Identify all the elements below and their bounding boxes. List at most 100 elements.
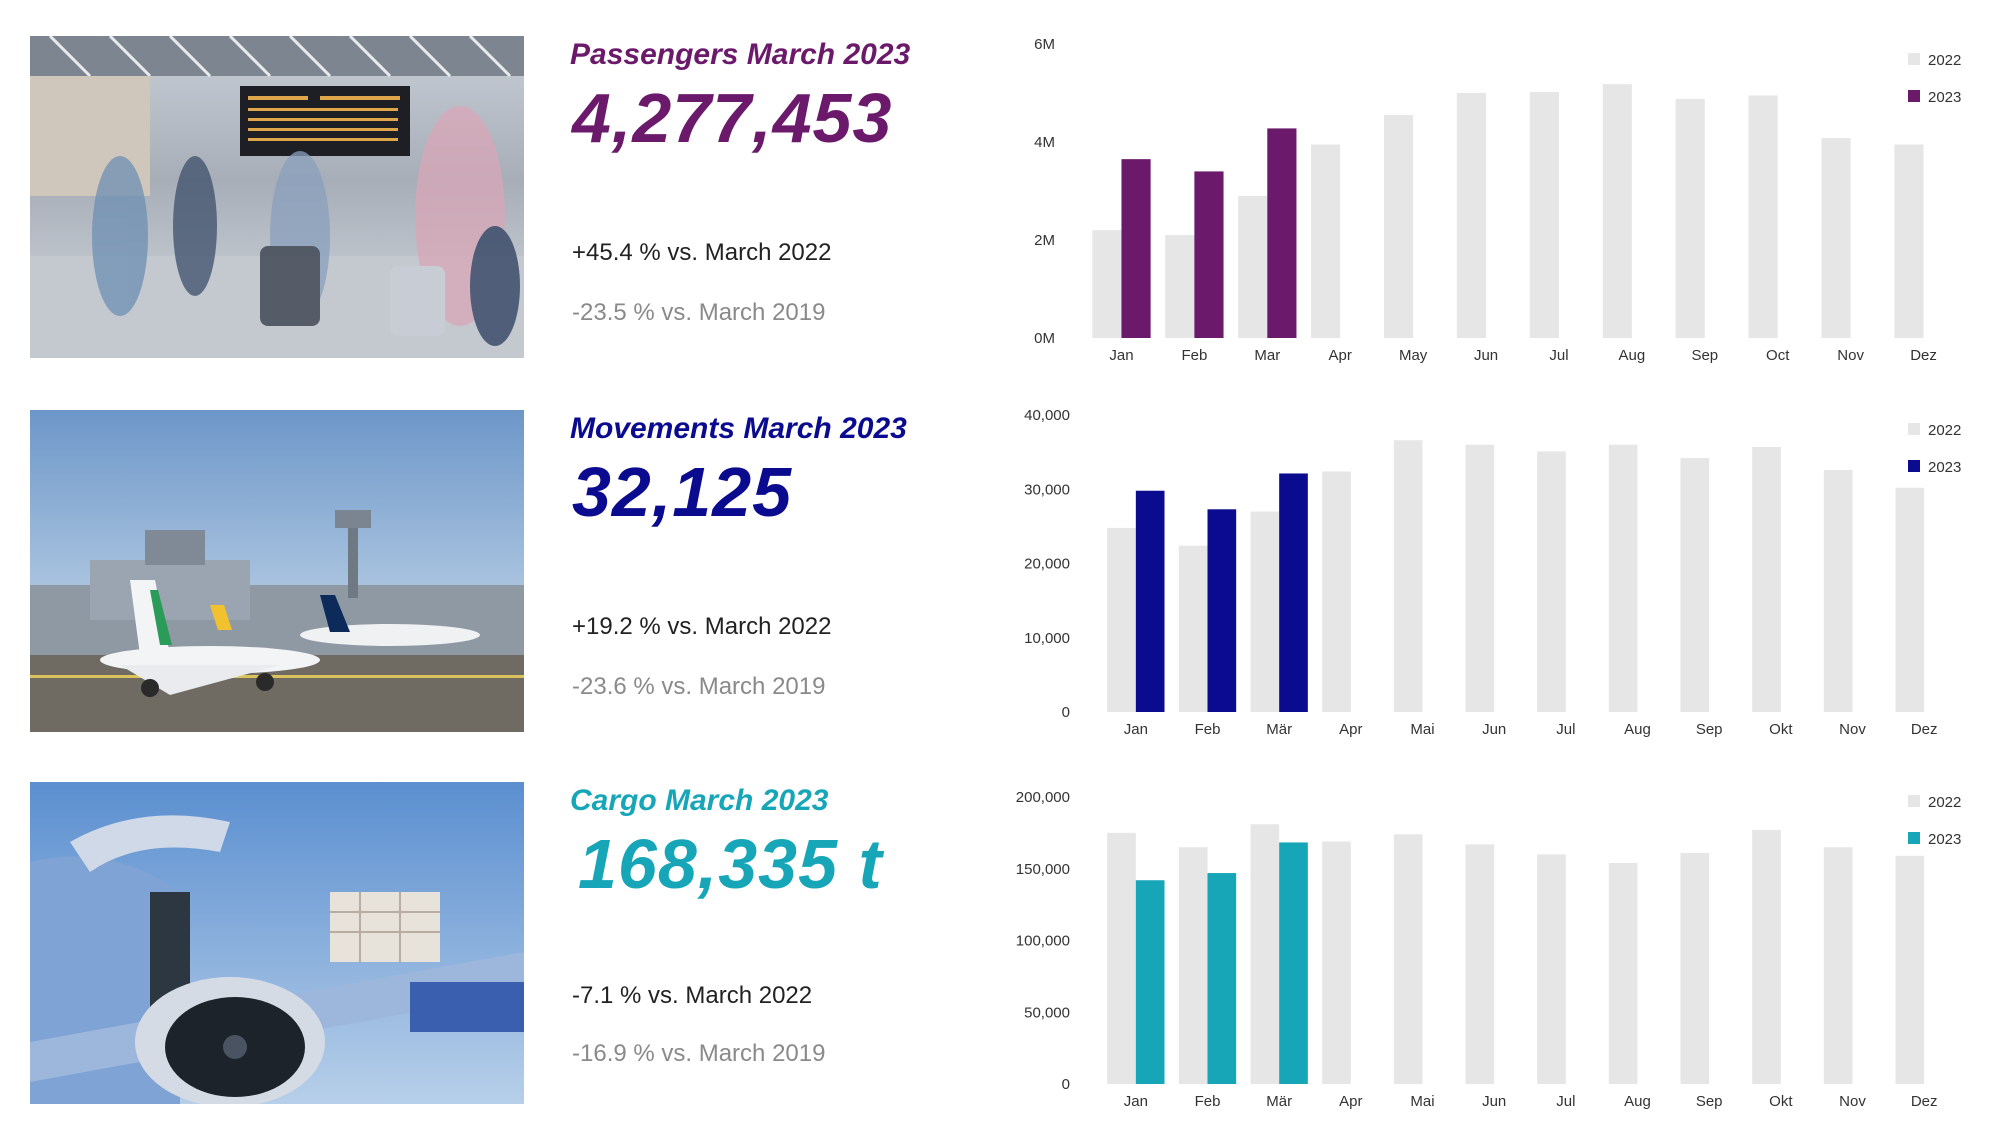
cargo-chart-svg: 0 50,000 100,000 150,000 200,000 Jan Feb Mär Apr… (1016, 789, 1962, 1110)
cargo-bar-2022-feb (1178, 847, 1208, 1084)
cargo-bar-2022-sep (1680, 852, 1710, 1084)
cargo-bar-2022-jun (1465, 844, 1495, 1084)
mov-bar-2022-sep (1680, 458, 1710, 712)
pax-x-tick-label: Oct (1766, 347, 1790, 364)
pax-x-tick-label: Feb (1181, 347, 1207, 364)
cargo-legend-swatch-2023 (1908, 832, 1920, 844)
mov-y-tick-label: 40,000 (1024, 410, 1070, 424)
pax-bar-2022-mar (1238, 195, 1268, 338)
cargo-bar-2022-mär (1250, 824, 1280, 1084)
mov-bar-2022-nov (1823, 469, 1853, 712)
cargo-x-tick-label: Jun (1482, 1093, 1506, 1110)
pax-y-tick-label: 4M (1034, 134, 1055, 151)
passengers-vs-2019: -23.5 % vs. March 2019 (572, 299, 826, 326)
mov-x-tick-label: Mai (1410, 721, 1434, 738)
mov-legend-swatch-2023 (1908, 460, 1920, 472)
passengers-vs-2022: +45.4 % vs. March 2022 (572, 239, 832, 266)
mov-x-tick-label: Feb (1195, 721, 1221, 738)
mov-bar-2022-aug (1608, 444, 1638, 712)
pax-bar-2023-jan (1121, 159, 1151, 338)
cargo-legend-label-2022: 2022 (1928, 794, 1961, 811)
cargo-x-tick-label: Mär (1266, 1093, 1292, 1110)
mov-bar-2022-dez (1895, 487, 1925, 712)
movements-kpi: Movements March 2023 32,125 +19.2 % vs. … (570, 410, 990, 740)
mov-bar-2022-jan (1107, 527, 1136, 712)
cargo-y-tick-label: 150,000 (1016, 861, 1070, 878)
pax-legend-swatch-2023 (1908, 90, 1920, 102)
pax-bar-2023-mar (1267, 128, 1297, 338)
cargo-y-tick-label: 200,000 (1016, 789, 1070, 806)
passengers-chart: 0M 2M 4M 6M Jan Feb Mar Apr May Jun Jul Aug Sep Oct No… (1000, 36, 2000, 376)
cargo-bar-2022-dez (1895, 855, 1925, 1084)
aircraft-apron-photo (30, 410, 524, 732)
pax-y-tick-label: 0M (1034, 330, 1055, 347)
mov-x-tick-label: Jun (1482, 721, 1506, 738)
pax-y-tick-label: 2M (1034, 232, 1055, 249)
cargo-x-tick-label: Okt (1769, 1093, 1793, 1110)
mov-y-tick-label: 0 (1062, 704, 1070, 721)
movements-row: Movements March 2023 32,125 +19.2 % vs. … (0, 410, 2000, 740)
cargo-x-tick-label: Sep (1696, 1093, 1723, 1110)
cargo-bar-2023-mär (1279, 842, 1308, 1084)
mov-bar-2022-jul (1537, 451, 1566, 712)
pax-x-tick-label: Sep (1691, 347, 1718, 364)
pax-bar-2022-may (1383, 115, 1414, 338)
pax-legend-swatch-2022 (1908, 53, 1920, 65)
cargo-x-tick-label: Dez (1911, 1093, 1938, 1110)
passengers-value: 4,277,453 (572, 79, 893, 157)
pax-bar-2022-feb (1165, 235, 1195, 338)
pax-bar-2022-jul (1529, 92, 1559, 338)
movements-value: 32,125 (572, 453, 793, 531)
passengers-row: Passengers March 2023 4,277,453 +45.4 % … (0, 36, 2000, 366)
movements-vs-2019: -23.6 % vs. March 2019 (572, 673, 826, 700)
pax-bar-2022-jan (1092, 230, 1122, 338)
mov-y-tick-label: 10,000 (1024, 630, 1070, 647)
movements-chart: 0 10,000 20,000 30,000 40,000 Jan Feb Mär Apr Mai… (1000, 410, 2000, 750)
cargo-bar-2023-jan (1135, 880, 1165, 1084)
cargo-value: 168,335 t (578, 825, 883, 903)
pax-bar-2022-dez (1894, 144, 1924, 338)
cargo-x-tick-label: Apr (1339, 1093, 1362, 1110)
mov-bar-2022-mär (1250, 511, 1280, 712)
cargo-loading-photo (30, 782, 524, 1104)
cargo-y-tick-label: 100,000 (1016, 933, 1070, 950)
cargo-legend-swatch-2022 (1908, 795, 1920, 807)
pax-x-tick-label: Nov (1837, 347, 1864, 364)
mov-x-tick-label: Jul (1556, 721, 1575, 738)
mov-bar-2022-apr (1322, 471, 1351, 712)
pax-x-tick-label: Aug (1619, 347, 1646, 364)
cargo-kpi: Cargo March 2023 168,335 t -7.1 % vs. Ma… (570, 782, 990, 1112)
cargo-bar-2022-jan (1107, 832, 1136, 1084)
mov-bar-2022-jun (1465, 444, 1495, 712)
pax-x-tick-label: May (1399, 347, 1428, 364)
pax-bar-2022-sep (1675, 98, 1705, 338)
cargo-row: Cargo March 2023 168,335 t -7.1 % vs. Ma… (0, 782, 2000, 1112)
mov-x-tick-label: Sep (1696, 721, 1723, 738)
mov-bar-2022-mai (1393, 440, 1423, 712)
cargo-y-tick-label: 50,000 (1024, 1004, 1070, 1021)
pax-x-tick-label: Jan (1109, 347, 1133, 364)
cargo-x-tick-label: Aug (1624, 1093, 1651, 1110)
mov-bar-2022-feb (1178, 545, 1208, 712)
movements-chart-svg: 0 10,000 20,000 30,000 40,000 Jan Feb Mär Apr Mai… (1024, 410, 1961, 738)
pax-bar-2023-feb (1194, 171, 1224, 338)
cargo-y-tick-label: 0 (1062, 1076, 1070, 1093)
cargo-x-tick-label: Nov (1839, 1093, 1866, 1110)
cargo-vs-2022: -7.1 % vs. March 2022 (572, 982, 813, 1009)
mov-bar-2023-mär (1279, 473, 1308, 712)
cargo-x-tick-label: Jul (1556, 1093, 1575, 1110)
pax-bar-2022-apr (1311, 144, 1341, 338)
movements-vs-2022: +19.2 % vs. March 2022 (572, 613, 832, 640)
pax-bar-2022-nov (1821, 138, 1851, 338)
passengers-kpi: Passengers March 2023 4,277,453 +45.4 % … (570, 36, 990, 366)
mov-x-tick-label: Okt (1769, 721, 1793, 738)
cargo-vs-2019: -16.9 % vs. March 2019 (572, 1040, 826, 1067)
pax-y-tick-label: 6M (1034, 36, 1055, 53)
mov-bar-2022-okt (1752, 446, 1781, 712)
mov-legend-label-2023: 2023 (1928, 459, 1961, 476)
pax-x-tick-label: Jun (1474, 347, 1498, 364)
pax-x-tick-label: Mar (1254, 347, 1280, 364)
cargo-bar-2022-mai (1393, 834, 1423, 1084)
cargo-bar-2022-apr (1322, 841, 1351, 1084)
cargo-legend-label-2023: 2023 (1928, 831, 1961, 848)
